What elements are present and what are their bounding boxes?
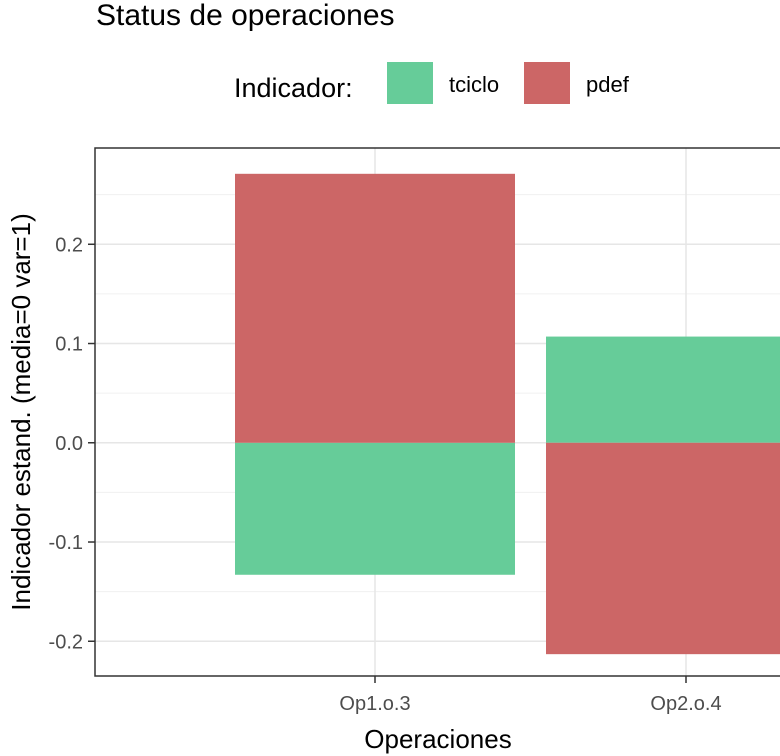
chart-title: Status de operaciones xyxy=(96,0,395,32)
y-tick-label: 0.0 xyxy=(55,433,83,455)
x-tick-label: Op2.o.4 xyxy=(650,693,721,715)
bars xyxy=(235,173,780,655)
legend: Indicador: tciclo pdef xyxy=(234,62,630,104)
y-tick-label: -0.2 xyxy=(49,631,83,653)
bar-tciclo-Op2.o.4 xyxy=(546,336,780,443)
y-tick-label: 0.2 xyxy=(55,234,83,256)
plot-border xyxy=(94,147,780,677)
bar-tciclo-Op1.o.3 xyxy=(235,442,515,575)
y-tick-label: -0.1 xyxy=(49,532,83,554)
x-tick-label: Op1.o.3 xyxy=(339,693,410,715)
y-tick-label: 0.1 xyxy=(55,334,83,356)
y-axis-ticks: -0.2 -0.1 0.0 0.1 0.2 xyxy=(49,234,95,653)
x-axis-ticks: Op1.o.3 Op2.o.4 xyxy=(339,676,722,715)
bar-pdef-Op2.o.4 xyxy=(546,442,780,655)
y-axis-title: Indicador estand. (media=0 var=1) xyxy=(6,213,36,610)
legend-key-tciclo xyxy=(387,62,433,104)
x-axis-title: Operaciones xyxy=(364,724,511,754)
bar-pdef-Op1.o.3 xyxy=(235,173,515,443)
legend-label-tciclo: tciclo xyxy=(449,72,499,97)
legend-label-pdef: pdef xyxy=(586,72,630,97)
legend-title: Indicador: xyxy=(234,73,353,103)
legend-key-pdef xyxy=(524,62,570,104)
